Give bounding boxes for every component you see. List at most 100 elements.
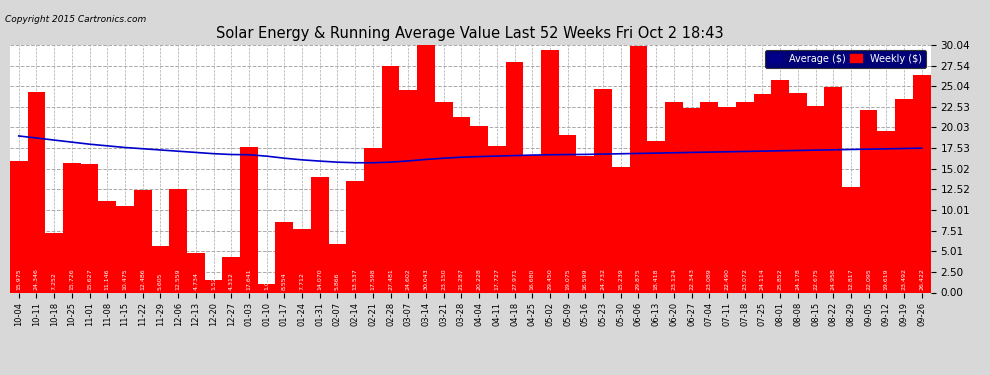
Bar bbox=[612, 167, 630, 292]
Bar bbox=[736, 102, 753, 292]
Bar bbox=[524, 155, 542, 292]
Text: 5.866: 5.866 bbox=[335, 273, 340, 290]
Text: 24.114: 24.114 bbox=[760, 268, 765, 290]
Text: 22.095: 22.095 bbox=[866, 268, 871, 290]
Text: 22.675: 22.675 bbox=[813, 268, 818, 290]
Bar bbox=[683, 108, 700, 292]
Text: 18.418: 18.418 bbox=[653, 268, 658, 290]
Text: 25.852: 25.852 bbox=[777, 268, 783, 290]
Text: Copyright 2015 Cartronics.com: Copyright 2015 Cartronics.com bbox=[5, 15, 147, 24]
Legend: Average ($), Weekly ($): Average ($), Weekly ($) bbox=[765, 50, 926, 68]
Bar bbox=[842, 187, 859, 292]
Bar bbox=[275, 222, 293, 292]
Text: 23.072: 23.072 bbox=[742, 268, 747, 290]
Text: 21.287: 21.287 bbox=[459, 268, 464, 290]
Title: Solar Energy & Running Average Value Last 52 Weeks Fri Oct 2 18:43: Solar Energy & Running Average Value Las… bbox=[217, 26, 724, 41]
Text: 24.602: 24.602 bbox=[406, 268, 411, 290]
Text: 15.726: 15.726 bbox=[69, 268, 74, 290]
Text: 19.619: 19.619 bbox=[884, 268, 889, 290]
Text: 20.228: 20.228 bbox=[476, 268, 481, 290]
Text: 24.178: 24.178 bbox=[795, 268, 800, 290]
Bar bbox=[718, 107, 736, 292]
Bar bbox=[665, 102, 683, 292]
Text: 30.043: 30.043 bbox=[424, 268, 429, 290]
Text: 24.732: 24.732 bbox=[601, 268, 606, 290]
Bar bbox=[452, 117, 470, 292]
Text: 27.481: 27.481 bbox=[388, 268, 393, 290]
Bar bbox=[807, 106, 825, 292]
Bar bbox=[630, 46, 647, 292]
Text: 11.146: 11.146 bbox=[105, 268, 110, 290]
Text: 7.712: 7.712 bbox=[300, 272, 305, 290]
Bar bbox=[382, 66, 399, 292]
Text: 10.475: 10.475 bbox=[123, 268, 128, 290]
Text: 24.958: 24.958 bbox=[831, 268, 836, 290]
Bar bbox=[169, 189, 187, 292]
Text: 17.598: 17.598 bbox=[370, 268, 375, 290]
Text: 13.537: 13.537 bbox=[352, 268, 357, 290]
Text: 15.975: 15.975 bbox=[16, 268, 21, 290]
Text: 23.492: 23.492 bbox=[902, 268, 907, 290]
Bar bbox=[789, 93, 807, 292]
Bar bbox=[417, 45, 435, 292]
Bar bbox=[28, 92, 46, 292]
Text: 22.343: 22.343 bbox=[689, 268, 694, 290]
Bar bbox=[753, 94, 771, 292]
Text: 27.971: 27.971 bbox=[512, 268, 517, 290]
Bar bbox=[576, 156, 594, 292]
Text: 26.422: 26.422 bbox=[920, 268, 925, 290]
Text: 17.641: 17.641 bbox=[247, 268, 251, 290]
Text: 12.486: 12.486 bbox=[141, 268, 146, 290]
Text: 15.627: 15.627 bbox=[87, 268, 92, 290]
Bar bbox=[771, 80, 789, 292]
Text: 4.734: 4.734 bbox=[193, 272, 198, 290]
Bar bbox=[647, 141, 665, 292]
Bar bbox=[488, 147, 506, 292]
Text: 7.252: 7.252 bbox=[51, 272, 56, 290]
Text: 15.239: 15.239 bbox=[618, 268, 624, 290]
Bar bbox=[542, 50, 558, 292]
Bar bbox=[435, 102, 452, 292]
Bar bbox=[558, 135, 576, 292]
Bar bbox=[346, 181, 364, 292]
Bar bbox=[506, 62, 524, 292]
Bar bbox=[877, 131, 895, 292]
Bar bbox=[470, 126, 488, 292]
Text: 19.075: 19.075 bbox=[565, 268, 570, 290]
Bar bbox=[46, 233, 63, 292]
Text: 23.124: 23.124 bbox=[671, 268, 676, 290]
Bar bbox=[364, 147, 382, 292]
Text: 23.150: 23.150 bbox=[442, 268, 446, 290]
Bar bbox=[859, 111, 877, 292]
Text: 12.817: 12.817 bbox=[848, 268, 853, 290]
Bar bbox=[240, 147, 257, 292]
Bar bbox=[116, 206, 134, 292]
Text: 4.312: 4.312 bbox=[229, 272, 234, 290]
Text: 1.529: 1.529 bbox=[211, 272, 216, 290]
Text: 12.559: 12.559 bbox=[175, 268, 180, 290]
Text: 16.680: 16.680 bbox=[530, 268, 535, 290]
Bar bbox=[98, 201, 116, 292]
Bar bbox=[329, 244, 346, 292]
Bar bbox=[257, 284, 275, 292]
Text: 23.089: 23.089 bbox=[707, 268, 712, 290]
Text: 22.490: 22.490 bbox=[725, 268, 730, 290]
Text: 1.006: 1.006 bbox=[264, 273, 269, 290]
Bar bbox=[205, 280, 223, 292]
Text: 29.875: 29.875 bbox=[636, 268, 641, 290]
Bar bbox=[151, 246, 169, 292]
Text: 24.346: 24.346 bbox=[34, 268, 39, 290]
Bar bbox=[399, 90, 417, 292]
Bar bbox=[187, 254, 205, 292]
Text: 14.070: 14.070 bbox=[317, 268, 323, 290]
Bar bbox=[594, 89, 612, 292]
Text: 29.450: 29.450 bbox=[547, 268, 552, 290]
Bar bbox=[311, 177, 329, 292]
Text: 5.605: 5.605 bbox=[157, 273, 163, 290]
Bar bbox=[63, 163, 81, 292]
Bar bbox=[895, 99, 913, 292]
Bar bbox=[825, 87, 842, 292]
Bar bbox=[223, 257, 241, 292]
Bar bbox=[10, 161, 28, 292]
Bar bbox=[293, 229, 311, 292]
